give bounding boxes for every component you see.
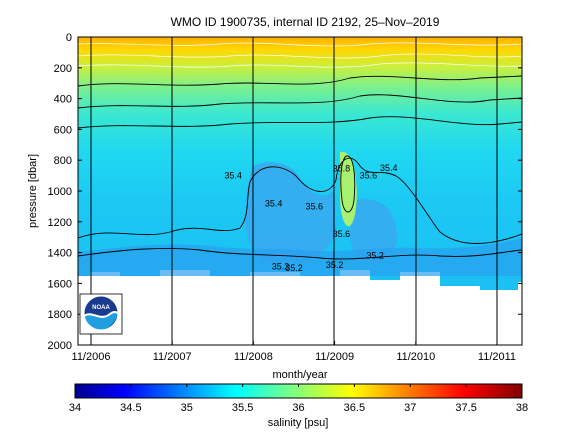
contour-label: 35.6: [333, 229, 351, 239]
colorbar-tick-label: 37.5: [455, 402, 476, 414]
colorbar-tick-label: 38: [516, 402, 528, 414]
contour-label: 35.4: [380, 163, 398, 173]
y-axis-label: pressure [dbar]: [27, 154, 39, 228]
chart-title: WMO ID 1900735, internal ID 2192, 25–Nov…: [171, 15, 440, 29]
y-tick-label: 1600: [48, 278, 72, 290]
contour-label: 35.2: [326, 260, 344, 270]
colorbar-tick-label: 34.5: [120, 402, 141, 414]
contour-label: 35.2: [272, 261, 290, 271]
contour-label: 35.8: [333, 164, 351, 174]
colorbar-tick-label: 36: [292, 402, 304, 414]
x-axis-label: month/year: [272, 369, 327, 381]
x-tick-label: 11/2007: [153, 351, 192, 363]
noaa-logo-text: NOAA: [92, 305, 110, 311]
y-tick-label: 600: [54, 124, 72, 136]
deep-blue-region-2: [349, 199, 397, 264]
contour-labels: 35.435.4 35.635.835.635.435.635.235.2 35.2…: [224, 163, 397, 273]
colorbar-tick-label: 36.5: [344, 402, 365, 414]
colorbar-tick-label: 37: [404, 402, 416, 414]
lower-blue-band: [78, 238, 522, 276]
x-axis: 11/2006 11/2007 11/2008 11/2009 11/2010 11/20…: [72, 341, 516, 363]
y-axis: 0 200 400 600 800 1000 1200 1400 1600 1800 2000: [48, 32, 522, 352]
x-tick-label: 11/2010: [396, 351, 435, 363]
y-tick-label: 800: [54, 155, 72, 167]
colorbar-label: salinity [psu]: [268, 417, 329, 429]
colorbar-tick-label: 34: [69, 402, 81, 414]
y-tick-label: 2000: [48, 340, 72, 352]
salinity-field: [78, 37, 522, 290]
colorbar-tick-label: 35.5: [232, 402, 253, 414]
y-tick-label: 1000: [48, 186, 72, 198]
contour-label: 35.4: [224, 171, 242, 181]
contour-label: 35.2: [366, 251, 384, 261]
deep-blue-region-1: [245, 162, 336, 262]
contour-label: 35.6: [360, 171, 378, 181]
y-tick-label: 400: [54, 94, 72, 106]
y-tick-label: 1800: [48, 309, 72, 321]
x-tick-label: 11/2011: [478, 351, 516, 363]
colorbar-tick-label: 35: [181, 402, 193, 414]
y-tick-label: 1400: [48, 248, 72, 260]
contour-label: 35.4: [265, 198, 283, 208]
y-tick-label: 200: [54, 63, 72, 75]
noaa-logo: NOAA: [79, 293, 123, 335]
contour-label: 35.6: [306, 201, 324, 211]
x-tick-label: 11/2008: [234, 351, 273, 363]
surface-contours: [78, 42, 522, 68]
x-tick-label: 11/2009: [315, 351, 354, 363]
contour-label: 35.2: [285, 263, 303, 273]
y-tick-label: 1200: [48, 217, 72, 229]
contour-lines: [78, 75, 522, 260]
plot-area: 35.435.4 35.635.835.635.435.635.235.2 35.2…: [78, 37, 522, 345]
y-tick-label: 0: [66, 32, 72, 44]
colorbar-ticks: 34 34.5 35 35.5 36 36.5 37 37.5 38: [69, 384, 528, 414]
x-tick-label: 11/2006: [72, 351, 111, 363]
